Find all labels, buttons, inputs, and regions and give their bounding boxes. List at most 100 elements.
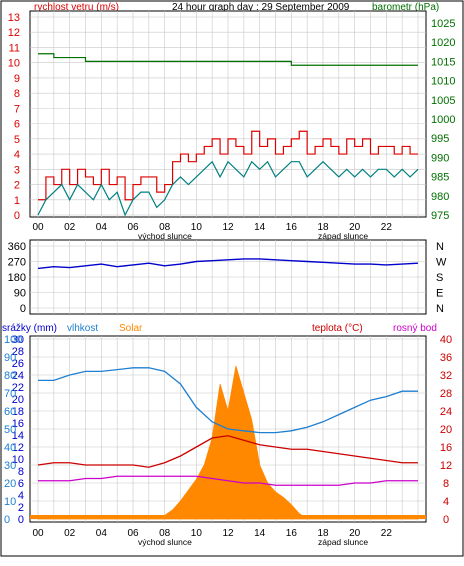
pressure-tick: 1010: [431, 76, 455, 88]
temperature-tick: 16: [440, 442, 452, 454]
temperature-tick: 0: [443, 514, 449, 526]
wind-speed-tick: 10: [8, 58, 20, 70]
wind-speed-tick: 4: [14, 149, 20, 161]
direction-compass-tick: N: [436, 303, 444, 315]
humidity-axis-title: vlhkost: [67, 323, 98, 334]
precip-tick: 24: [12, 370, 24, 382]
wind-speed-tick: 5: [14, 134, 20, 146]
direction-grid: [30, 240, 426, 314]
x-tick-label-bottom: 08: [159, 528, 171, 539]
precip-tick: 10: [12, 454, 24, 466]
barometer-axis-title: barometr (hPa): [372, 2, 439, 13]
precip-tick: 12: [12, 442, 24, 454]
direction-degree-tick: 180: [8, 272, 26, 284]
x-tick-label-bottom: 04: [96, 528, 108, 539]
x-tick-label-top: 08: [159, 222, 171, 233]
pressure-tick: 1000: [431, 114, 455, 126]
direction-compass-tick: S: [436, 272, 443, 284]
sunset-label-bottom: západ slunce: [318, 537, 368, 547]
temperature-tick: 40: [440, 334, 452, 346]
x-tick-label-bottom: 00: [32, 528, 44, 539]
x-tick-label-top: 14: [254, 222, 266, 233]
precip-tick: 22: [12, 382, 24, 394]
wind-speed-axis-title: rychlost vetru (m/s): [34, 2, 119, 13]
direction-series-group: [37, 258, 419, 270]
x-tick-label-bottom: 10: [191, 528, 203, 539]
x-tick-label-top: 16: [286, 222, 298, 233]
precip-tick: 14: [12, 430, 24, 442]
precip-tick: 16: [12, 418, 24, 430]
sunrise-label-top: východ slunce: [138, 231, 192, 241]
axis-tick-labels: 0000020204040606080810101212141416161818…: [4, 12, 455, 539]
precip-tick: 6: [18, 478, 24, 490]
wind-gust-series: [38, 130, 418, 201]
wind-speed-tick: 13: [8, 12, 20, 24]
wind-speed-tick: 6: [14, 119, 20, 131]
x-tick-label-bottom: 06: [127, 528, 139, 539]
direction-degree-tick: 90: [14, 288, 26, 300]
graph-date-title: 24 hour graph day : 29 September 2009: [172, 2, 350, 13]
wind-speed-tick: 12: [8, 27, 20, 39]
sunrise-label-bottom: východ slunce: [138, 537, 192, 547]
pressure-tick: 1025: [431, 18, 455, 30]
humidity-tick: 30: [4, 460, 16, 472]
pressure-tick: 1015: [431, 56, 455, 68]
humidity-tick: 90: [4, 352, 16, 364]
humidity-tick: 100: [4, 334, 22, 346]
wind-speed-tick: 0: [14, 210, 20, 222]
x-tick-label-top: 04: [96, 222, 108, 233]
x-tick-label-top: 00: [32, 222, 44, 233]
wind-speed-tick: 11: [9, 42, 20, 54]
precip-tick: 18: [12, 406, 24, 418]
temperature-tick: 20: [440, 424, 452, 436]
temperature-tick: 32: [440, 370, 452, 382]
humidity-tick: 50: [4, 424, 16, 436]
dew-point-legend-label: rosný bod: [393, 323, 437, 334]
temperature-tick: 4: [443, 496, 449, 508]
precip-tick: 30: [12, 334, 24, 346]
wind-speed-tick: 7: [14, 103, 20, 115]
temperature-series: [37, 435, 418, 468]
x-tick-label-bottom: 02: [64, 528, 76, 539]
precip-tick: 0: [18, 514, 24, 526]
wind-speed-tick: 3: [14, 164, 20, 176]
x-tick-label-top: 02: [64, 222, 76, 233]
precip-tick: 28: [12, 346, 24, 358]
wind-speed-tick: 9: [14, 73, 20, 85]
solar-legend-label: Solar: [119, 323, 143, 334]
temperature-tick: 36: [440, 352, 452, 364]
x-tick-label-bottom: 22: [381, 528, 393, 539]
wind-speed-tick: 2: [14, 180, 20, 192]
temperature-tick: 24: [440, 406, 452, 418]
temperature-tick: 8: [443, 478, 449, 490]
x-tick-label-top: 18: [317, 222, 329, 233]
x-tick-label-bottom: 12: [222, 528, 234, 539]
sunset-label-top: západ slunce: [318, 231, 368, 241]
x-tick-label-bottom: 18: [317, 528, 329, 539]
humidity-tick: 10: [4, 496, 16, 508]
pressure-series: [38, 53, 418, 66]
x-tick-label-top: 12: [222, 222, 234, 233]
x-tick-label-top: 06: [127, 222, 139, 233]
wind-average-series: [37, 160, 419, 217]
humidity-tick: 60: [4, 406, 16, 418]
precip-tick: 4: [18, 490, 24, 502]
precip-tick: 20: [12, 394, 24, 406]
humidity-tick: 70: [4, 388, 16, 400]
wind-direction-series: [37, 258, 419, 270]
direction-degree-tick: 360: [8, 241, 26, 253]
pressure-tick: 995: [431, 133, 449, 145]
temperature-axis-title: teplota (°C): [312, 323, 363, 334]
wind-series-group: [37, 53, 419, 217]
temperature-tick: 12: [440, 460, 452, 472]
precip-tick: 26: [12, 358, 24, 370]
direction-degree-tick: 0: [20, 303, 26, 315]
direction-compass-tick: W: [436, 257, 447, 269]
climate-series-group: [30, 365, 426, 520]
x-tick-label-bottom: 20: [349, 528, 361, 539]
x-tick-label-bottom: 14: [254, 528, 266, 539]
pressure-tick: 990: [431, 152, 449, 164]
direction-compass-tick: E: [436, 288, 443, 300]
